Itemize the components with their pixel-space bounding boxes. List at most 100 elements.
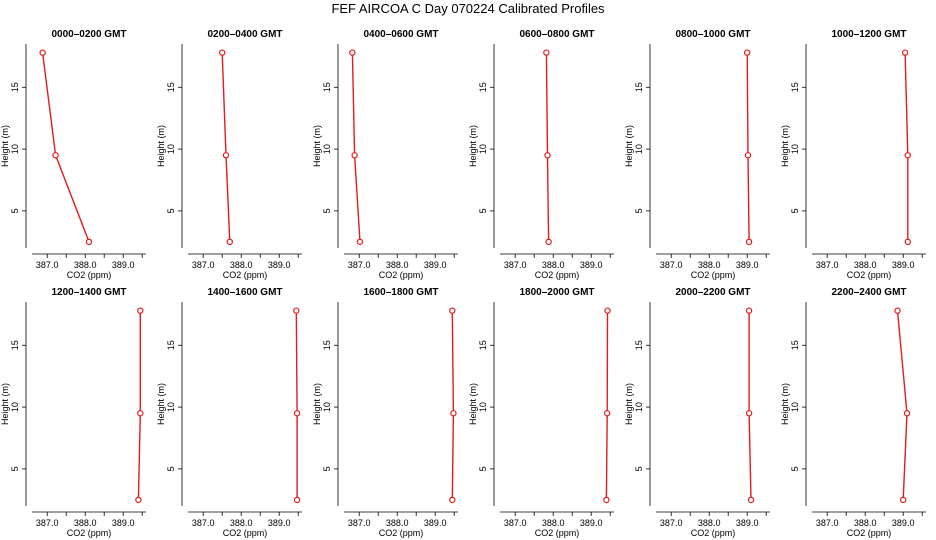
y-axis-label: Height (m) xyxy=(780,383,790,425)
data-point xyxy=(744,49,751,56)
x-tick-label: 388.0 xyxy=(74,260,97,270)
y-tick-label: 10 xyxy=(166,402,176,412)
y-tick-label: 15 xyxy=(478,82,488,92)
data-point xyxy=(293,496,301,504)
y-tick-label: 5 xyxy=(322,208,332,213)
profile-line xyxy=(904,52,909,242)
y-tick-label: 5 xyxy=(478,208,488,213)
x-tick-label: 388.0 xyxy=(386,518,409,528)
y-tick-label: 15 xyxy=(790,340,800,350)
x-tick-label: 387.0 xyxy=(192,260,215,270)
y-tick-label: 10 xyxy=(478,402,488,412)
x-tick-label: 388.0 xyxy=(230,518,253,528)
x-tick-label: 389.0 xyxy=(736,518,759,528)
y-tick-label: 10 xyxy=(166,144,176,154)
figure-title: FEF AIRCOA C Day 070224 Calibrated Profi… xyxy=(331,1,605,16)
y-tick-label: 10 xyxy=(790,402,800,412)
y-tick-label: 5 xyxy=(10,466,20,471)
x-tick-label: 388.0 xyxy=(698,260,721,270)
data-point xyxy=(449,307,456,314)
x-axis-label: CO2 (ppm) xyxy=(691,528,736,538)
x-tick-label: 389.0 xyxy=(424,260,447,270)
panel-title: 0600–0800 GMT xyxy=(519,29,594,40)
data-point xyxy=(450,410,457,417)
x-tick-label: 387.0 xyxy=(504,518,527,528)
y-tick-label: 5 xyxy=(322,466,332,471)
y-tick-label: 15 xyxy=(634,340,644,350)
x-tick-label: 388.0 xyxy=(854,260,877,270)
x-axis-label: CO2 (ppm) xyxy=(691,270,736,280)
data-point xyxy=(449,496,456,504)
profile-line xyxy=(605,310,609,500)
data-point xyxy=(293,307,300,314)
x-tick-label: 388.0 xyxy=(74,518,97,528)
panel-title: 1800–2000 GMT xyxy=(519,287,594,298)
y-tick-label: 5 xyxy=(10,208,20,213)
y-axis-label: Height (m) xyxy=(0,383,10,425)
data-point xyxy=(745,238,753,246)
data-point xyxy=(744,152,752,159)
y-axis-label: Height (m) xyxy=(468,383,478,425)
x-tick-label: 389.0 xyxy=(736,260,759,270)
profile-line xyxy=(221,52,231,242)
y-axis-label: Height (m) xyxy=(312,383,322,425)
data-point xyxy=(222,152,230,159)
data-point xyxy=(39,49,46,56)
data-point xyxy=(745,410,753,417)
y-tick-label: 15 xyxy=(166,340,176,350)
y-tick-label: 15 xyxy=(322,82,332,92)
x-tick-label: 387.0 xyxy=(816,260,839,270)
profile-line xyxy=(545,52,550,242)
panel-title: 1200–1400 GMT xyxy=(51,287,126,298)
y-tick-label: 10 xyxy=(10,144,20,154)
x-axis-label: CO2 (ppm) xyxy=(535,270,580,280)
y-tick-label: 5 xyxy=(634,208,644,213)
x-tick-label: 389.0 xyxy=(268,518,291,528)
x-tick-label: 388.0 xyxy=(698,518,721,528)
panel-title: 2000–2200 GMT xyxy=(675,287,750,298)
x-tick-label: 389.0 xyxy=(112,260,135,270)
y-axis-label: Height (m) xyxy=(624,383,634,425)
y-tick-label: 15 xyxy=(790,82,800,92)
data-point xyxy=(226,238,233,246)
data-point xyxy=(903,410,911,417)
y-tick-label: 5 xyxy=(634,466,644,471)
x-axis-label: CO2 (ppm) xyxy=(379,528,424,538)
x-axis-label: CO2 (ppm) xyxy=(847,270,892,280)
y-tick-label: 10 xyxy=(478,144,488,154)
y-tick-label: 10 xyxy=(634,144,644,154)
profile-line xyxy=(41,52,90,243)
y-axis-label: Height (m) xyxy=(780,125,790,167)
x-tick-label: 389.0 xyxy=(424,518,447,528)
y-tick-label: 15 xyxy=(634,82,644,92)
data-point xyxy=(52,152,59,159)
x-tick-label: 389.0 xyxy=(580,518,603,528)
data-point xyxy=(545,238,552,246)
data-point xyxy=(349,49,356,56)
x-axis-label: CO2 (ppm) xyxy=(67,270,112,280)
data-point xyxy=(747,496,755,504)
y-tick-label: 15 xyxy=(478,340,488,350)
panel-title: 2200–2400 GMT xyxy=(831,287,906,298)
x-tick-label: 388.0 xyxy=(386,260,409,270)
y-tick-label: 15 xyxy=(166,82,176,92)
data-point xyxy=(745,307,753,314)
y-tick-label: 10 xyxy=(634,402,644,412)
data-point xyxy=(900,496,907,504)
data-point xyxy=(218,49,226,56)
x-tick-label: 388.0 xyxy=(542,518,565,528)
panel-title: 1600–1800 GMT xyxy=(363,287,438,298)
panel-title: 1400–1600 GMT xyxy=(207,287,282,298)
profile-line xyxy=(295,310,298,500)
x-axis-label: CO2 (ppm) xyxy=(847,528,892,538)
x-tick-label: 387.0 xyxy=(660,518,683,528)
profile-line xyxy=(351,52,361,242)
x-tick-label: 388.0 xyxy=(542,260,565,270)
profile-line xyxy=(746,52,750,242)
y-axis-label: Height (m) xyxy=(156,383,166,425)
data-point xyxy=(85,238,93,246)
x-axis-label: CO2 (ppm) xyxy=(223,528,268,538)
data-point xyxy=(894,307,901,314)
y-tick-label: 10 xyxy=(322,402,332,412)
x-axis-label: CO2 (ppm) xyxy=(379,270,424,280)
